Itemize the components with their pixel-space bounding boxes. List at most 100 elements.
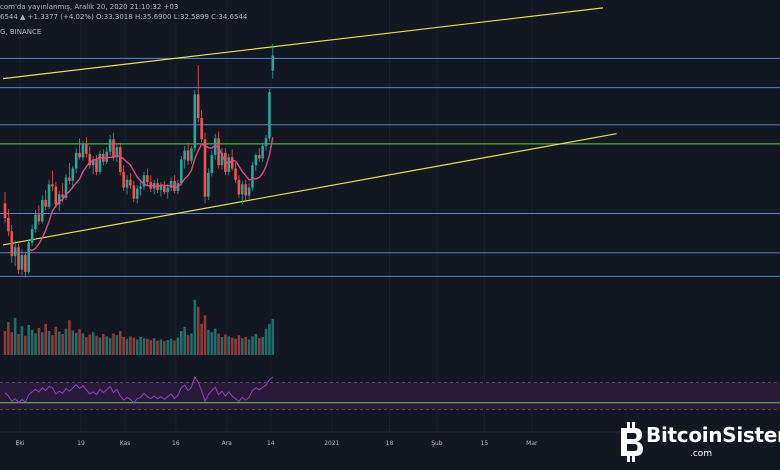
candle-body — [7, 217, 10, 232]
candle-body — [257, 155, 261, 159]
volume-bar — [132, 337, 136, 355]
rsi-line — [4, 375, 274, 404]
volume-bar — [257, 338, 261, 355]
x-tick-label: Kas — [119, 440, 131, 447]
candlesticks — [3, 43, 275, 278]
chart-grid — [19, 0, 533, 432]
volume-bar — [54, 326, 58, 355]
volume-bar — [108, 338, 112, 355]
volume-bar — [230, 337, 234, 355]
candle-body — [166, 187, 170, 193]
volume-bar — [268, 323, 271, 355]
volume-bar — [81, 333, 85, 355]
candle-body — [159, 185, 163, 190]
volume-bar — [247, 339, 251, 355]
candle-body — [30, 229, 34, 243]
volume-bar — [30, 329, 34, 355]
volume-bar — [152, 338, 156, 355]
publish-info: com'da yayınlanmış, Aralık 20, 2020 21:1… — [0, 3, 179, 11]
candle-body — [183, 150, 186, 160]
volume-bar — [40, 332, 44, 355]
candle-body — [173, 180, 176, 192]
volume-bar — [227, 336, 231, 355]
candle-body — [224, 152, 227, 172]
symbol-exchange: G, BINANCE — [0, 28, 42, 36]
candle-body — [98, 153, 102, 172]
x-tick-label: Ara — [221, 440, 232, 447]
volume-bar — [91, 332, 95, 355]
volume-bar — [78, 329, 81, 355]
candle-body — [247, 187, 251, 196]
candle-body — [57, 194, 61, 205]
volume-bar — [264, 328, 268, 355]
volume-bar — [74, 332, 78, 355]
candle-body — [105, 151, 108, 162]
candle-body — [135, 188, 139, 199]
candle-body — [20, 255, 24, 270]
candle-body — [234, 168, 237, 180]
x-tick-label: 2021 — [324, 440, 340, 447]
bitcoin-logo-icon — [621, 422, 643, 462]
trendlines[interactable] — [2, 7, 617, 246]
volume-bar — [44, 323, 47, 355]
volume-bar — [251, 336, 254, 355]
candle-body — [34, 214, 37, 230]
volume-bar — [261, 337, 264, 355]
volume-bar — [139, 337, 142, 355]
volume-bar — [57, 331, 61, 355]
candle-body — [51, 184, 54, 187]
candle-body — [3, 203, 7, 218]
x-tick-label: 15 — [480, 440, 489, 447]
volume-bar — [241, 338, 244, 355]
volume-bar — [10, 332, 14, 355]
candle-body — [179, 159, 183, 184]
x-tick-label: 19 — [77, 440, 85, 447]
candle-body — [264, 138, 268, 147]
candle-body — [112, 139, 115, 158]
volume-bar — [51, 335, 54, 355]
volume-bar — [163, 341, 166, 355]
horizontal-levels[interactable] — [0, 57, 780, 277]
candle-body — [237, 179, 241, 195]
volume-bars — [3, 299, 275, 355]
candle-body — [88, 153, 92, 166]
candle-body — [71, 168, 75, 181]
volume-bar — [220, 337, 224, 355]
volume-bar — [112, 333, 115, 355]
x-tick-label: 14 — [266, 440, 275, 447]
candle-body — [78, 152, 81, 158]
brand-domain: .com — [690, 449, 713, 459]
volume-bar — [105, 336, 108, 355]
rsi-band — [0, 382, 780, 410]
volume-bar — [17, 334, 20, 355]
candle-body — [186, 150, 190, 161]
volume-bar — [3, 331, 7, 355]
moving-average — [28, 137, 274, 252]
volume-bar — [244, 337, 247, 355]
candle-body — [193, 94, 197, 149]
candle-body — [244, 184, 247, 196]
volume-bar — [146, 338, 149, 355]
volume-bar — [125, 338, 129, 355]
candle-body — [61, 194, 64, 198]
volume-bar — [224, 334, 227, 355]
volume-bar — [234, 338, 237, 355]
volume-bar — [98, 337, 102, 355]
volume-bar — [190, 333, 193, 355]
volume-bar — [183, 326, 186, 355]
x-tick-label: Mar — [526, 440, 538, 447]
candle-body — [27, 242, 31, 272]
volume-bar — [237, 335, 241, 355]
x-tick-label: Şub — [431, 440, 443, 447]
candle-body — [10, 231, 14, 257]
candle-body — [146, 175, 149, 183]
volume-bar — [47, 331, 51, 355]
volume-bar — [159, 339, 163, 355]
candle-body — [132, 185, 136, 199]
candle-body — [139, 186, 142, 189]
candle-body — [122, 171, 125, 188]
candle-body — [95, 159, 98, 172]
candle-body — [213, 138, 217, 156]
candle-body — [261, 146, 264, 159]
